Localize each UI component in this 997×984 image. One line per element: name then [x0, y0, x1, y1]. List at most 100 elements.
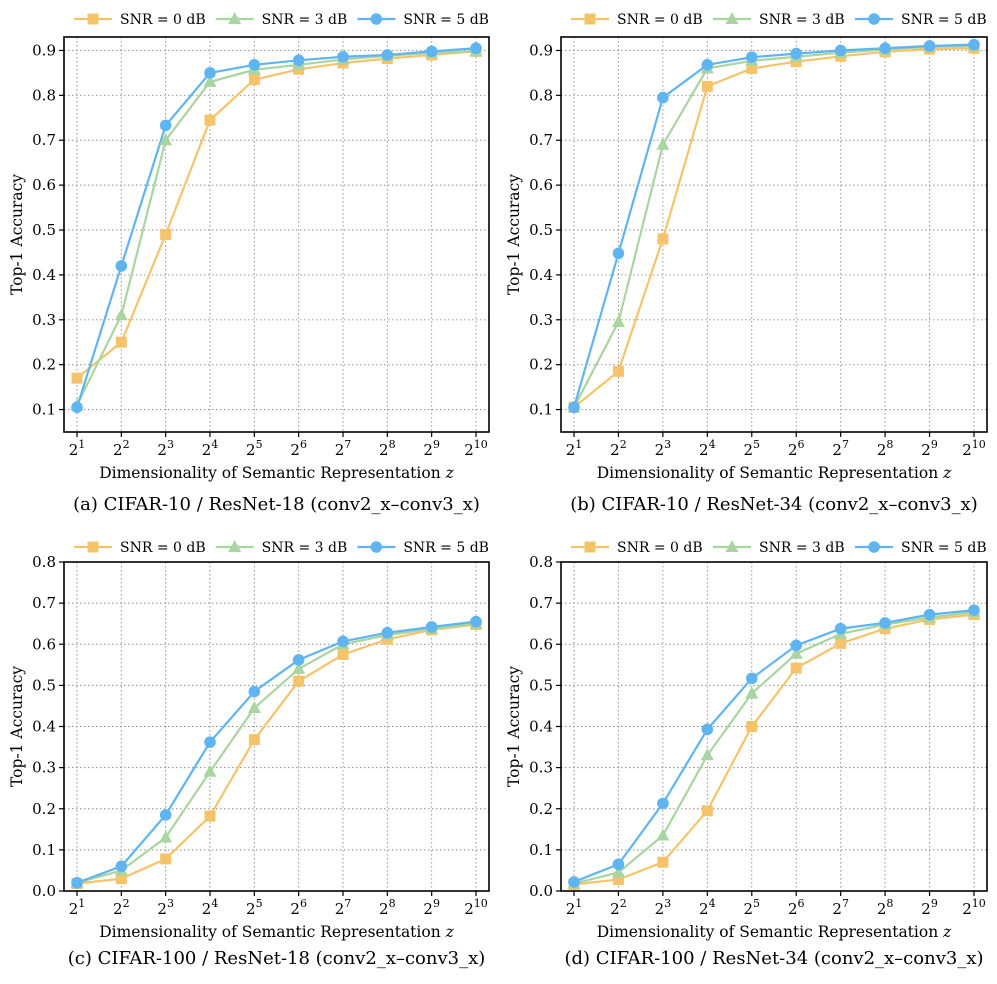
panel-caption: (a) CIFAR-10 / ResNet-18 (conv2_x–conv3_…: [73, 494, 480, 515]
series-line-snr-5db: [75, 47, 477, 408]
x-tick-label: 26: [290, 438, 307, 459]
legend-marker: [584, 541, 596, 553]
legend-marker: [370, 541, 383, 553]
data-point-snr-5db: [923, 608, 936, 621]
x-tick-label: 27: [335, 438, 352, 459]
y-tick-label: 0.6: [529, 176, 553, 194]
y-tick-label: 0.5: [529, 676, 553, 694]
data-point-snr-5db: [790, 47, 803, 60]
y-tick-label: 0.8: [32, 86, 56, 104]
data-point-snr-3db: [292, 661, 306, 674]
data-point-snr-0db: [701, 805, 713, 817]
data-point-snr-0db: [204, 810, 216, 822]
x-tick-label: 25: [744, 897, 761, 918]
data-point-snr-3db: [789, 646, 803, 659]
panel-caption: (c) CIFAR-100 / ResNet-18 (conv2_x–conv3…: [68, 948, 486, 969]
data-point-snr-0db: [657, 233, 669, 245]
x-tick-label: 26: [788, 438, 805, 459]
y-tick-label: 0.1: [529, 841, 553, 859]
data-point-snr-5db: [204, 736, 216, 748]
data-point-snr-0db: [746, 62, 758, 74]
panel-caption: (b) CIFAR-10 / ResNet-34 (conv2_x–conv3_…: [570, 494, 978, 515]
data-point-snr-0db: [160, 853, 172, 865]
data-point-snr-0db: [160, 229, 172, 240]
legend-marker: [87, 541, 99, 553]
data-point-snr-5db: [292, 54, 305, 67]
panel-c: 0.0 0.1 0.2 0.3 0.4 0.5 0.6 0.7 0.8 21 22 23 24 25 26 2…: [8, 540, 490, 969]
plot-frame: [63, 36, 490, 433]
data-point-snr-5db: [204, 67, 216, 79]
data-point-snr-0db: [657, 856, 669, 868]
data-point-snr-5db: [745, 672, 758, 685]
series-line-snr-0db: [76, 50, 477, 379]
legend-label: SNR = 5 dB: [403, 540, 489, 556]
x-tick-label: 210: [962, 897, 986, 918]
legend-label: SNR = 0 dB: [120, 540, 206, 556]
y-tick-label: 0.8: [529, 86, 553, 104]
data-point-snr-3db: [611, 315, 625, 328]
y-tick-label: 0.1: [32, 401, 56, 419]
data-point-snr-3db: [745, 686, 759, 699]
data-point-snr-5db: [923, 40, 936, 52]
x-tick-label: 27: [335, 897, 352, 918]
y-tick-label: 0.6: [32, 635, 56, 653]
series-line-snr-5db: [573, 609, 975, 883]
data-point-snr-5db: [470, 615, 482, 628]
y-tick-label: 0.2: [32, 800, 56, 818]
data-point-snr-0db: [71, 372, 83, 384]
data-point-snr-5db: [425, 45, 438, 58]
panel-b: 0.1 0.2 0.3 0.4 0.5 0.6 0.7 0.8 0.9 21 22 23 24 25 26 2…: [505, 12, 988, 515]
y-tick-label: 0.6: [529, 635, 553, 653]
x-tick-label: 28: [877, 438, 894, 459]
x-tick-label: 24: [202, 438, 219, 459]
data-point-snr-5db: [381, 49, 394, 61]
data-point-snr-0db: [115, 336, 127, 348]
y-tick-label: 0.2: [32, 356, 56, 374]
x-tick-label: 28: [877, 897, 894, 918]
legend-label: SNR = 3 dB: [759, 12, 845, 28]
y-tick-label: 0.3: [32, 759, 56, 777]
x-axis-label: Dimensionality of Semantic Representatio…: [597, 923, 952, 941]
x-tick-label: 22: [113, 438, 130, 459]
x-tick-label: 23: [655, 438, 672, 459]
data-point-snr-5db: [248, 59, 261, 71]
x-tick-label: 24: [699, 438, 716, 459]
data-point-snr-5db: [159, 809, 172, 821]
legend-marker: [725, 540, 739, 552]
data-point-snr-3db: [656, 137, 670, 150]
data-point-snr-3db: [203, 74, 217, 87]
y-tick-label: 0.7: [529, 594, 553, 612]
y-tick-label: 0.3: [529, 759, 553, 777]
y-tick-label: 0.0: [32, 882, 56, 900]
series-line-snr-3db: [573, 611, 975, 885]
data-point-snr-5db: [701, 59, 714, 71]
x-tick-label: 29: [921, 438, 938, 459]
x-tick-label: 29: [423, 897, 440, 918]
legend-label: SNR = 5 dB: [901, 540, 987, 556]
legend-label: SNR = 0 dB: [617, 540, 703, 556]
x-tick-label: 27: [832, 897, 849, 918]
x-axis-label: Dimensionality of Semantic Representatio…: [597, 464, 952, 482]
x-tick-label: 21: [69, 438, 86, 459]
y-tick-label: 0.4: [529, 718, 553, 736]
y-tick-label: 0.5: [529, 221, 553, 239]
data-point-snr-5db: [115, 260, 128, 272]
data-point-snr-3db: [159, 830, 173, 843]
data-point-snr-5db: [425, 621, 438, 633]
x-tick-label: 23: [157, 438, 174, 459]
data-point-snr-3db: [611, 865, 625, 878]
x-tick-label: 23: [157, 897, 174, 918]
legend-label: SNR = 5 dB: [403, 12, 489, 28]
data-point-snr-5db: [381, 626, 394, 639]
y-tick-label: 0.3: [32, 311, 56, 329]
legend: SNR = 0 dB SNR = 3 dB SNR = 5 dB: [571, 540, 987, 556]
x-tick-label: 22: [113, 897, 130, 918]
y-axis-label: Top-1 Accuracy: [505, 174, 523, 295]
y-tick-label: 0.4: [529, 266, 553, 284]
y-tick-label: 0.2: [529, 356, 553, 374]
data-point-snr-0db: [115, 873, 127, 885]
data-point-snr-5db: [337, 635, 349, 648]
x-axis-label: Dimensionality of Semantic Representatio…: [99, 923, 454, 941]
y-tick-label: 0.9: [32, 41, 56, 59]
data-point-snr-5db: [968, 604, 980, 616]
